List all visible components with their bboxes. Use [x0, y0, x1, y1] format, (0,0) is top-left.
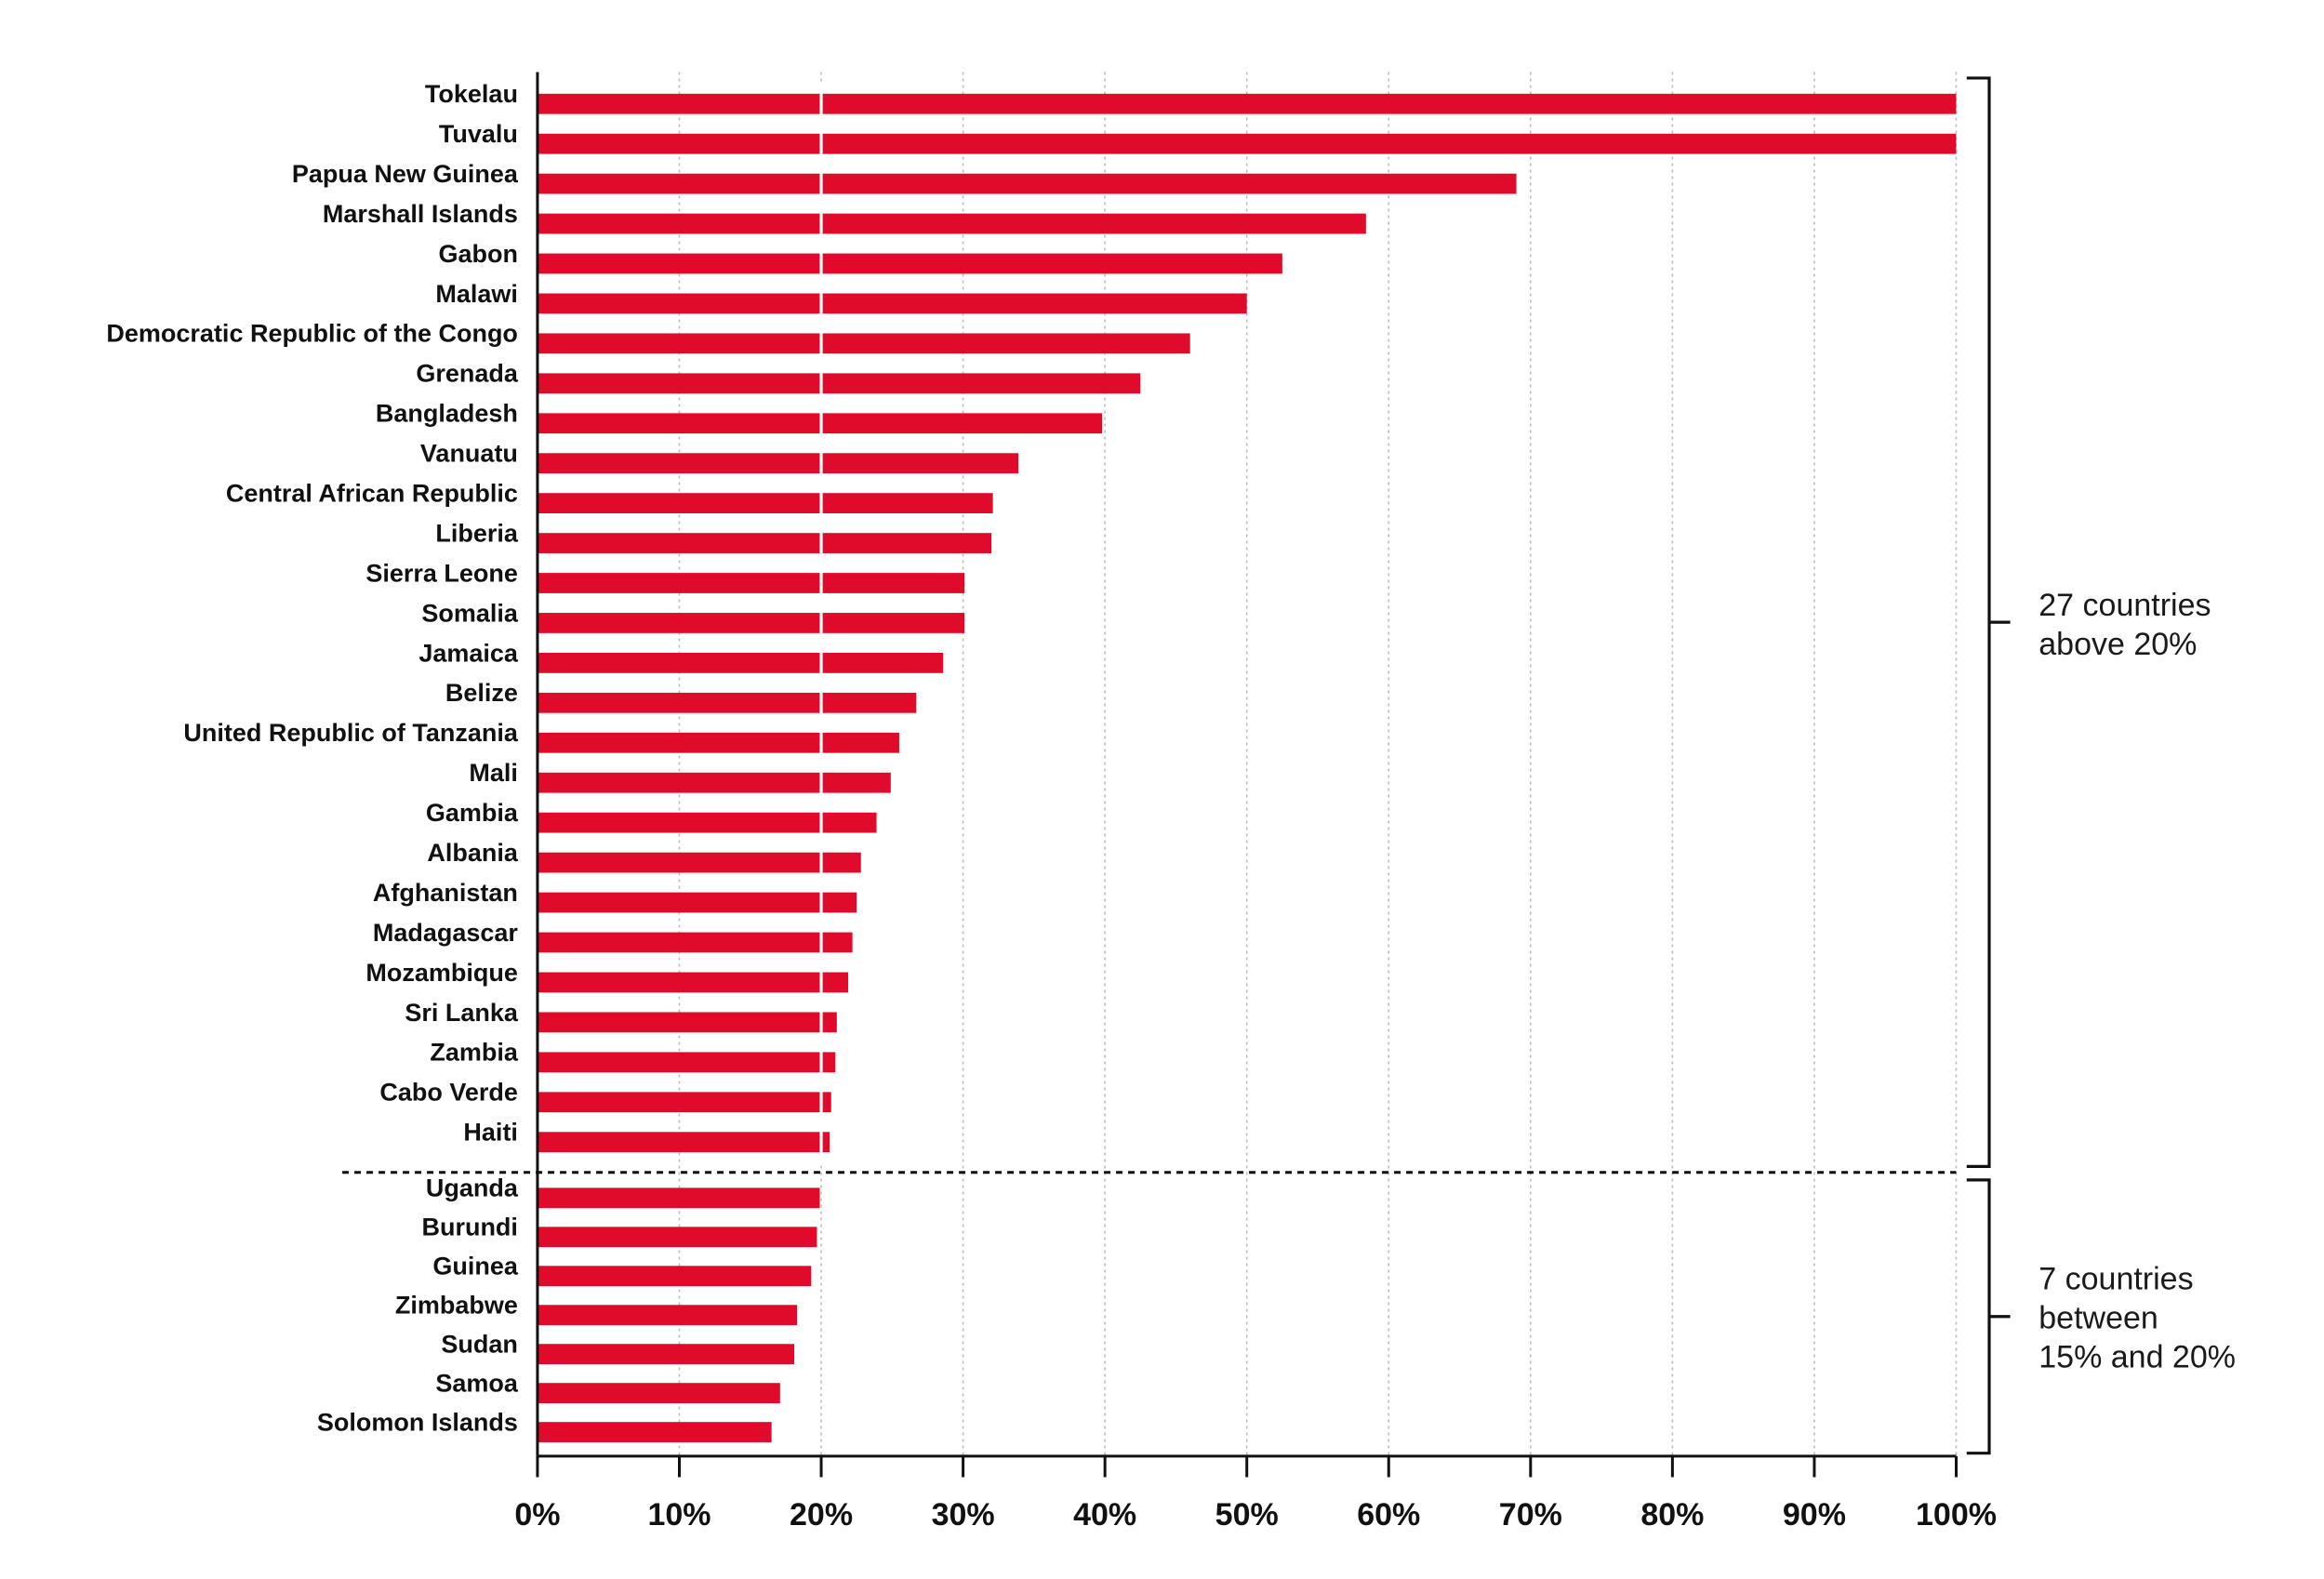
bar	[537, 1266, 812, 1287]
x-tick-label: 20%	[790, 1497, 853, 1533]
category-label: Central African Republic	[226, 480, 518, 508]
bar	[537, 812, 877, 833]
bar	[537, 213, 1366, 234]
bar	[537, 613, 965, 633]
group-label-line: 27 countries	[2038, 588, 2211, 623]
bar	[537, 972, 849, 993]
bar	[537, 573, 965, 593]
bar	[537, 493, 993, 514]
category-label: Gabon	[438, 240, 518, 268]
bar	[537, 253, 1282, 274]
category-label: Solomon Islands	[317, 1408, 518, 1436]
bar	[537, 892, 857, 913]
category-label: Papua New Guinea	[292, 160, 519, 188]
x-tick-label: 70%	[1499, 1497, 1562, 1533]
bar	[537, 1052, 836, 1073]
category-label: Cabo Verde	[379, 1079, 518, 1107]
x-tick-label: 40%	[1073, 1497, 1136, 1533]
group-label: 27 countries above 20%	[2038, 588, 2211, 662]
bar	[537, 652, 944, 673]
category-label: Tuvalu	[439, 120, 518, 148]
category-label: Bangladesh	[376, 400, 518, 428]
category-label: Albania	[427, 839, 519, 867]
category-label: Somalia	[421, 599, 519, 627]
category-label: Jamaica	[418, 639, 519, 667]
x-tick-labels: 0% 10% 20% 30% 40% 50% 60% 70% 80% 90% 100%	[514, 1497, 1997, 1533]
category-label: Sri Lanka	[405, 999, 519, 1027]
category-label: Zambia	[430, 1039, 519, 1067]
category-label: Mozambique	[365, 959, 518, 987]
category-label: Grenada	[416, 360, 519, 388]
category-label: Madagascar	[373, 919, 519, 947]
x-tick-label: 100%	[1916, 1497, 1997, 1533]
bar	[537, 932, 853, 953]
bar	[537, 772, 891, 793]
category-label: Burundi	[421, 1214, 517, 1241]
bar	[537, 293, 1247, 314]
group-label-line: between	[2038, 1301, 2158, 1336]
group-brackets: 27 countries above 20% 7 countries between 1…	[1966, 76, 2236, 1455]
x-tick-label: 30%	[932, 1497, 995, 1533]
group-label-line: 15% and 20%	[2038, 1340, 2236, 1375]
bar	[537, 1383, 780, 1404]
bar	[537, 1344, 795, 1365]
bar	[537, 692, 917, 713]
bar	[537, 1305, 798, 1326]
bar	[537, 333, 1190, 354]
group-bracket	[1966, 76, 2011, 1168]
bar	[537, 1227, 817, 1248]
category-label: Zimbabwe	[395, 1292, 518, 1320]
x-tick-label: 90%	[1783, 1497, 1846, 1533]
category-label: Gambia	[426, 799, 519, 827]
category-label: Sudan	[441, 1331, 518, 1359]
x-tick-label: 80%	[1640, 1497, 1704, 1533]
category-label: Mali	[469, 759, 518, 787]
category-label: Uganda	[426, 1174, 519, 1202]
bar	[537, 93, 1957, 114]
category-labels: Tokelau Tuvalu Papua New Guinea Marshall Is…	[106, 80, 519, 1436]
bar	[537, 173, 1517, 194]
bar	[537, 1012, 837, 1033]
category-label: Afghanistan	[373, 879, 518, 907]
group-bracket	[1966, 1178, 2011, 1455]
x-tick-label: 50%	[1215, 1497, 1279, 1533]
category-label: Haiti	[463, 1119, 518, 1147]
axes	[342, 72, 1958, 1478]
bar	[537, 1422, 772, 1442]
bar	[537, 1132, 830, 1153]
bar	[537, 732, 899, 753]
category-label: Samoa	[435, 1369, 519, 1397]
category-label: United Republic of Tanzania	[183, 719, 519, 747]
bar	[537, 133, 1957, 154]
x-tick-label: 60%	[1357, 1497, 1420, 1533]
category-label: Tokelau	[425, 80, 518, 108]
bar	[537, 533, 992, 553]
category-label: Liberia	[435, 519, 519, 547]
bar	[537, 1188, 820, 1209]
group-label: 7 countries between 15% and 20%	[2038, 1262, 2236, 1375]
category-label: Sierra Leone	[365, 559, 518, 587]
bar	[537, 373, 1141, 394]
category-label: Guinea	[432, 1253, 519, 1280]
category-label: Democratic Republic of the Congo	[106, 320, 518, 348]
group-label-line: above 20%	[2038, 627, 2197, 662]
bar	[537, 1092, 831, 1113]
category-label: Malawi	[435, 280, 518, 308]
category-label: Vanuatu	[420, 440, 518, 468]
category-label: Marshall Islands	[323, 200, 518, 228]
bars	[537, 93, 1957, 1442]
x-tick-label: 10%	[647, 1497, 710, 1533]
bar	[537, 852, 861, 873]
bar	[537, 453, 1019, 474]
x-tick-label: 0%	[514, 1497, 560, 1533]
category-label: Belize	[445, 679, 518, 707]
gridlines	[678, 72, 1958, 1456]
group-label-line: 7 countries	[2038, 1262, 2193, 1297]
